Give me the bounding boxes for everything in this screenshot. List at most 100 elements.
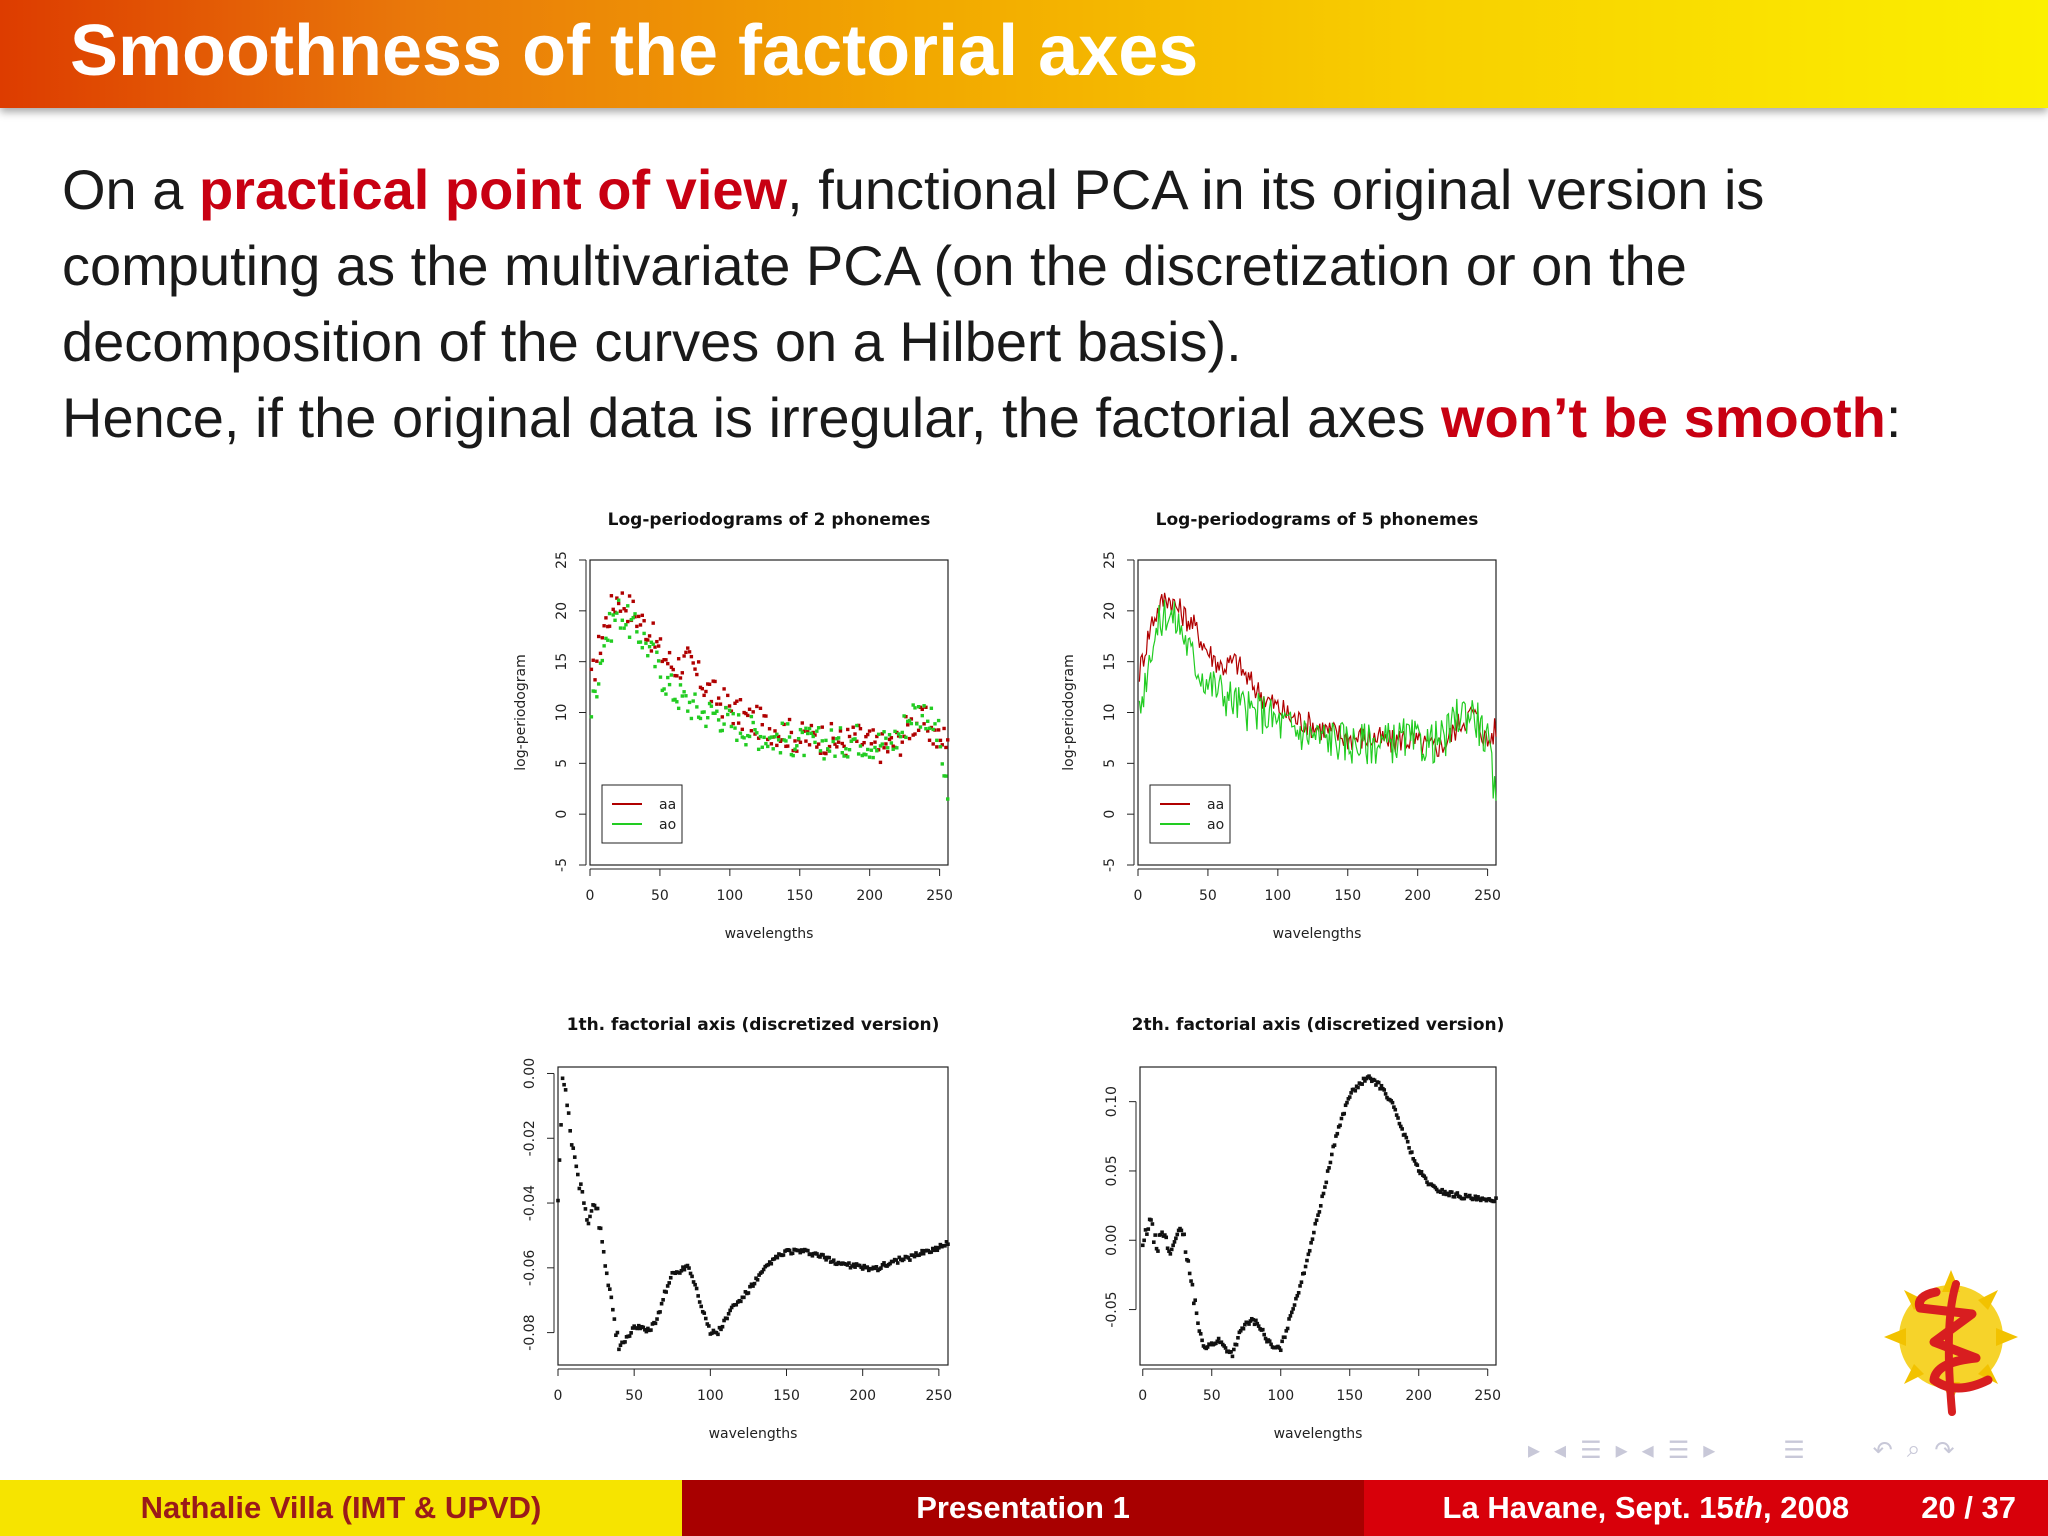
legend-label-ao: ao (659, 817, 676, 833)
data-point (1269, 1342, 1273, 1347)
nav-subsection-icon[interactable]: ☰ (1667, 1436, 1690, 1464)
y-tick-label: 0.10 (1104, 1086, 1120, 1117)
data-point-aa (593, 678, 597, 682)
nav-section-icon[interactable]: ☰ (1580, 1436, 1602, 1464)
nav-next-frame-icon[interactable]: ▸ (1615, 1436, 1628, 1464)
data-point (862, 1263, 867, 1268)
x-tick-label: 100 (1264, 888, 1291, 904)
data-point-ao (771, 747, 775, 751)
data-point-ao (686, 709, 690, 713)
x-tick-label: 200 (1405, 1388, 1432, 1404)
data-point-aa (604, 616, 608, 620)
data-point (710, 1331, 714, 1336)
data-point (874, 1265, 879, 1269)
data-point (822, 1255, 827, 1260)
data-point-aa (776, 734, 781, 739)
data-point-aa (887, 737, 892, 742)
data-point-ao (795, 744, 799, 748)
data-point (1407, 1146, 1411, 1150)
data-point (579, 1182, 583, 1186)
data-point (585, 1218, 589, 1222)
data-point-ao (626, 604, 630, 608)
data-point-ao (886, 746, 890, 750)
data-point (1389, 1099, 1393, 1103)
data-point (932, 1248, 937, 1253)
data-point (1145, 1232, 1149, 1236)
data-point (751, 1284, 755, 1288)
nav-prev-frame-icon[interactable]: ◂ (1554, 1436, 1567, 1464)
data-point-ao (731, 711, 735, 716)
data-point-ao (873, 745, 877, 750)
data-point-aa (596, 634, 601, 639)
footer-info: La Havane, Sept. 15th, 2008 20 / 37 (1364, 1480, 2048, 1536)
y-tick-label: 5 (1102, 759, 1118, 768)
data-point-aa (700, 687, 704, 691)
data-point-ao (687, 700, 692, 705)
data-point (1325, 1169, 1330, 1173)
data-point (690, 1274, 694, 1279)
data-point (810, 1253, 815, 1258)
data-point-aa (744, 711, 748, 716)
y-tick-label: 10 (1102, 704, 1118, 722)
data-point (615, 1330, 620, 1335)
data-point-aa (926, 729, 930, 733)
data-point-aa (658, 637, 663, 641)
data-point (1205, 1345, 1210, 1349)
nav-search-icon[interactable]: ⌕ (1906, 1436, 1921, 1463)
data-point-aa (680, 671, 684, 675)
data-point (667, 1281, 672, 1285)
data-point (719, 1327, 723, 1332)
data-point-ao (709, 704, 714, 708)
data-point (559, 1123, 563, 1127)
data-point (860, 1267, 865, 1271)
data-point (1474, 1197, 1479, 1202)
data-point-aa (655, 639, 659, 644)
data-point-aa (855, 739, 859, 744)
nav-forward-icon[interactable]: ↷ (1934, 1436, 1955, 1464)
data-point (739, 1299, 743, 1304)
data-point (1332, 1143, 1337, 1147)
data-point-aa (909, 717, 914, 721)
data-point (595, 1206, 600, 1211)
data-point-aa (726, 693, 730, 698)
data-point-aa (656, 644, 661, 648)
data-point-aa (927, 738, 932, 742)
data-point-ao (862, 752, 866, 756)
data-point-ao (642, 631, 646, 636)
data-point-ao (856, 752, 861, 756)
data-point-aa (820, 725, 824, 729)
data-point (1441, 1192, 1446, 1196)
data-point-ao (924, 727, 928, 731)
data-point (1254, 1318, 1258, 1323)
data-point-aa (929, 725, 934, 730)
data-point-ao (878, 744, 883, 748)
nav-doc-icon[interactable]: ☰ (1783, 1436, 1805, 1464)
data-point (1223, 1346, 1228, 1350)
data-point-ao (916, 705, 921, 709)
data-point-aa (800, 721, 804, 725)
data-point-aa (746, 713, 750, 718)
data-point (1425, 1180, 1429, 1184)
nav-first-icon[interactable]: ▸ (1528, 1436, 1541, 1464)
nav-next-icon[interactable]: ▸ (1703, 1436, 1716, 1464)
data-point (1255, 1321, 1260, 1326)
data-point-aa (840, 741, 844, 746)
data-point-aa (766, 737, 770, 742)
data-point-aa (827, 744, 832, 749)
data-point (1363, 1079, 1367, 1083)
data-point (702, 1311, 707, 1315)
data-point-ao (651, 642, 655, 646)
data-point (1349, 1091, 1353, 1095)
data-point-aa (829, 721, 834, 726)
data-point (1215, 1339, 1220, 1344)
nav-back-icon[interactable]: ↶ (1872, 1436, 1893, 1464)
data-point-ao (682, 690, 686, 694)
nav-prev-icon[interactable]: ◂ (1641, 1436, 1654, 1464)
data-point (766, 1262, 771, 1267)
data-point-aa (751, 710, 755, 714)
data-point-aa (696, 660, 701, 664)
data-point (734, 1302, 739, 1307)
data-point-ao (631, 615, 635, 620)
data-point (705, 1322, 710, 1326)
data-point (1256, 1324, 1261, 1328)
